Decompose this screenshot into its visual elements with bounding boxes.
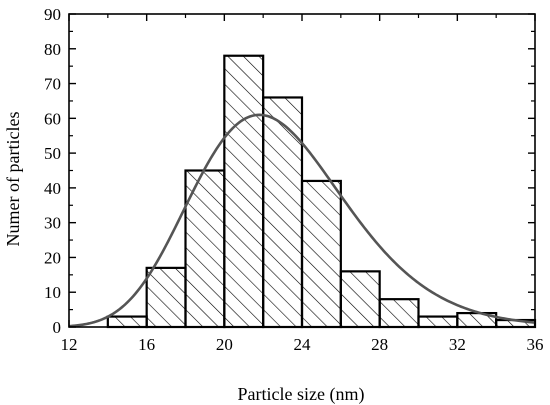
y-tick-label: 50 — [44, 144, 61, 163]
y-tick-label: 0 — [53, 318, 62, 337]
histogram-bar — [106, 315, 148, 329]
histogram-bar — [339, 270, 381, 329]
histogram-bar — [300, 179, 342, 329]
histogram-bar — [145, 266, 187, 329]
y-tick-label: 60 — [44, 109, 61, 128]
histogram-bar — [378, 298, 420, 329]
histogram-bar — [417, 315, 459, 329]
x-axis-title: Particle size (nm) — [238, 384, 365, 405]
histogram-bar — [223, 54, 265, 329]
bars-layer — [106, 54, 537, 329]
x-tick-label: 12 — [61, 335, 78, 354]
histogram-bar — [184, 169, 226, 329]
x-tick-label: 16 — [138, 335, 155, 354]
fit-curve — [68, 113, 536, 328]
y-tick-label: 30 — [44, 214, 61, 233]
histogram-bar — [262, 96, 304, 329]
y-tick-label: 10 — [44, 283, 61, 302]
y-axis-title: Numer of particles — [3, 112, 23, 247]
y-tick-label: 70 — [44, 75, 61, 94]
y-tick-label: 90 — [44, 5, 61, 24]
y-tick-label: 20 — [44, 248, 61, 267]
x-tick-label: 24 — [294, 335, 312, 354]
axes-layer: 12 16 20 24 28 32 36 0 10 20 30 40 50 60 70 80 90 — [44, 5, 544, 354]
y-tick-label: 40 — [44, 179, 61, 198]
x-tick-label: 28 — [371, 335, 388, 354]
x-tick-label: 32 — [449, 335, 466, 354]
y-tick-label: 80 — [44, 40, 61, 59]
x-tick-label: 36 — [527, 335, 544, 354]
x-tick-label: 20 — [216, 335, 233, 354]
